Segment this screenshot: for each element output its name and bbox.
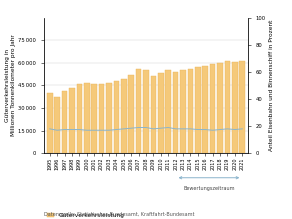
Y-axis label: Güterverkehrsleistung in
Millionen Tonnenkilometer pro Jahr: Güterverkehrsleistung in Millionen Tonne… xyxy=(5,35,15,136)
Text: Datenquelle: Statistisches Bundesamt, Kraftfahrt-Bundesamt: Datenquelle: Statistisches Bundesamt, Kr… xyxy=(44,212,194,217)
Bar xyxy=(84,83,90,153)
Bar xyxy=(180,70,186,153)
Y-axis label: Anteil Eisenbahn und Binnenschiff in Prozent: Anteil Eisenbahn und Binnenschiff in Pro… xyxy=(269,20,274,151)
Bar xyxy=(173,72,178,153)
Bar xyxy=(121,79,126,153)
Bar xyxy=(158,73,164,153)
Bar xyxy=(210,64,215,153)
Bar xyxy=(54,97,60,153)
Bar xyxy=(106,83,112,153)
Bar xyxy=(99,84,104,153)
Bar xyxy=(47,93,53,153)
Bar xyxy=(232,62,238,153)
Bar xyxy=(114,81,119,153)
Bar xyxy=(217,63,223,153)
Bar xyxy=(195,67,201,153)
Bar xyxy=(188,69,193,153)
Bar xyxy=(128,75,134,153)
Bar xyxy=(166,70,171,153)
Bar xyxy=(239,61,245,153)
Bar xyxy=(69,88,75,153)
Bar xyxy=(225,60,230,153)
Bar xyxy=(151,76,156,153)
Text: Bewertungszeitraum: Bewertungszeitraum xyxy=(183,186,235,191)
Bar xyxy=(91,84,97,153)
Bar xyxy=(202,66,208,153)
Legend: Güterverkehrsleistung, Anteil Eisenbahn und Binnenschiff: Güterverkehrsleistung, Anteil Eisenbahn … xyxy=(47,213,159,219)
Bar xyxy=(62,92,67,153)
Bar xyxy=(143,70,149,153)
Bar xyxy=(77,84,82,153)
Bar xyxy=(136,69,141,153)
